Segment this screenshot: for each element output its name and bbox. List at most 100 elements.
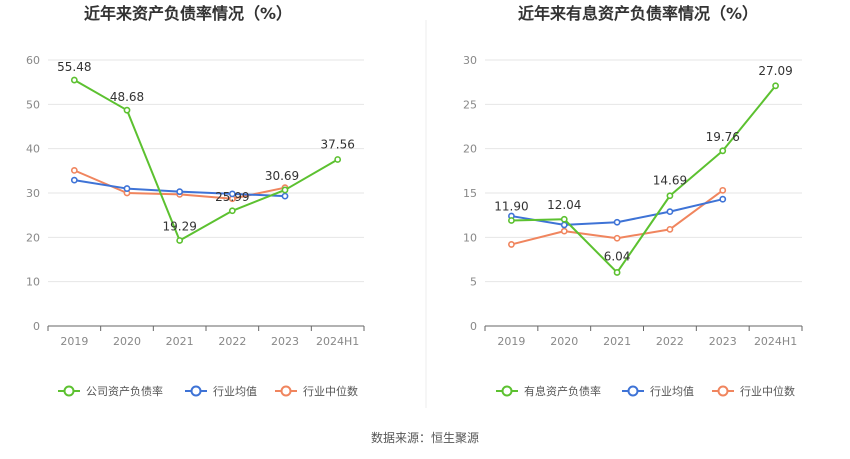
x-tick-label: 2021 [166, 335, 194, 348]
y-axis-ticks: 0 5 10 15 20 25 30 [463, 54, 477, 333]
x-axis: 2019 2020 2021 2022 2023 2024H1 [484, 325, 803, 348]
data-label: 30.69 [265, 169, 299, 183]
y-tick-label: 30 [26, 187, 40, 200]
x-axis: 2019 2020 2021 2022 2023 2024H1 [47, 325, 365, 348]
data-point[interactable] [560, 227, 568, 235]
y-tick-label: 5 [470, 276, 477, 289]
series-line [511, 85, 777, 274]
y-tick-label: 15 [463, 187, 477, 200]
series-layer [508, 82, 779, 276]
legend-item[interactable]: 有息资产负债率 [496, 384, 601, 398]
x-tick-label: 2022 [656, 335, 684, 348]
data-point[interactable] [334, 156, 342, 163]
legend-item[interactable]: 行业中位数 [275, 384, 358, 398]
y-tick-label: 10 [26, 276, 40, 289]
legend-swatch-marker [627, 385, 639, 397]
data-point[interactable] [176, 188, 184, 196]
data-point[interactable] [613, 234, 621, 242]
y-tick-label: 20 [463, 143, 477, 156]
legend-swatch-marker [501, 385, 513, 397]
x-tick-label: 2019 [60, 335, 88, 348]
y-tick-label: 20 [26, 231, 40, 244]
data-point[interactable] [281, 186, 289, 194]
data-point[interactable] [719, 147, 727, 155]
legend-label: 行业均值 [650, 385, 694, 398]
y-tick-label: 40 [26, 143, 40, 156]
legend-swatch-marker [190, 385, 202, 397]
y-tick-label: 0 [470, 320, 477, 333]
legend-swatch-marker [717, 385, 729, 397]
data-point[interactable] [666, 208, 674, 216]
source-note: 数据来源：恒生聚源 [371, 430, 479, 445]
x-tick-label: 2022 [218, 335, 246, 348]
y-tick-label: 60 [26, 54, 40, 67]
data-label: 27.09 [758, 64, 792, 78]
legend-label: 行业均值 [213, 385, 257, 398]
legend-swatch-marker [280, 385, 292, 397]
data-point[interactable] [176, 237, 184, 244]
legend-item[interactable]: 行业均值 [185, 385, 257, 398]
series-layer [70, 76, 342, 244]
data-point[interactable] [228, 190, 236, 198]
legend-label: 行业中位数 [740, 384, 795, 398]
data-point[interactable] [508, 217, 515, 224]
x-tick-label: 2023 [709, 335, 737, 348]
data-label: 37.56 [320, 137, 354, 151]
y-tick-label: 25 [463, 98, 477, 111]
legend-label: 行业中位数 [303, 384, 358, 398]
series-line [73, 79, 339, 242]
data-label: 48.68 [110, 90, 144, 104]
data-labels: 55.48 48.68 19.29 25.99 30.69 37.56 [57, 60, 355, 233]
data-point[interactable] [281, 192, 289, 200]
data-point[interactable] [70, 166, 78, 174]
legend-label: 公司资产负债率 [86, 384, 163, 398]
data-label: 19.29 [162, 219, 196, 233]
data-point[interactable] [70, 176, 78, 184]
data-point[interactable] [666, 192, 674, 200]
data-point[interactable] [123, 185, 131, 192]
data-point[interactable] [666, 225, 674, 233]
data-point[interactable] [123, 106, 131, 114]
legend[interactable]: 有息资产负债率 行业均值 行业中位数 [496, 384, 795, 398]
data-point[interactable] [508, 241, 515, 248]
grid-lines [485, 59, 802, 283]
data-point[interactable] [772, 82, 779, 90]
data-label: 12.04 [547, 198, 581, 212]
data-label: 6.04 [604, 249, 631, 263]
legend-item[interactable]: 行业中位数 [712, 384, 795, 398]
y-tick-label: 50 [26, 98, 40, 111]
x-tick-label: 2024H1 [754, 335, 797, 348]
x-tick-label: 2020 [113, 335, 141, 348]
data-point[interactable] [70, 76, 78, 84]
y-tick-label: 10 [463, 231, 477, 244]
data-point[interactable] [228, 207, 236, 215]
data-point[interactable] [613, 269, 621, 276]
x-tick-label: 2020 [550, 335, 578, 348]
data-label: 11.90 [494, 199, 528, 213]
x-tick-label: 2024H1 [316, 335, 359, 348]
legend-item[interactable]: 行业均值 [622, 385, 694, 398]
x-tick-label: 2021 [603, 335, 631, 348]
data-point[interactable] [560, 215, 568, 223]
legend[interactable]: 公司资产负债率 行业均值 行业中位数 [58, 384, 358, 398]
chart-interest-bearing-liability: 近年来有息资产负债率情况（%） 0 5 10 15 20 25 30 2019 2020 202… [463, 4, 803, 398]
y-tick-label: 30 [463, 54, 477, 67]
data-label: 25.99 [215, 190, 249, 204]
data-point[interactable] [719, 195, 727, 203]
legend-item[interactable]: 公司资产负债率 [58, 384, 163, 398]
data-label: 55.48 [57, 60, 91, 74]
legend-label: 有息资产负债率 [524, 384, 601, 398]
chart-title: 近年来资产负债率情况（%） [84, 4, 292, 23]
chart-asset-liability: 近年来资产负债率情况（%） 0 10 20 30 40 50 60 2019 2020 2021… [26, 4, 365, 398]
data-point[interactable] [719, 186, 727, 194]
chart-title: 近年来有息资产负债率情况（%） [518, 4, 758, 23]
data-point[interactable] [613, 218, 621, 226]
data-label: 14.69 [653, 174, 687, 188]
x-tick-label: 2023 [271, 335, 299, 348]
legend-swatch-marker [63, 385, 75, 397]
data-label: 19.76 [706, 130, 740, 144]
y-axis-ticks: 0 10 20 30 40 50 60 [26, 54, 40, 333]
y-tick-label: 0 [33, 320, 40, 333]
data-point[interactable] [560, 221, 568, 229]
